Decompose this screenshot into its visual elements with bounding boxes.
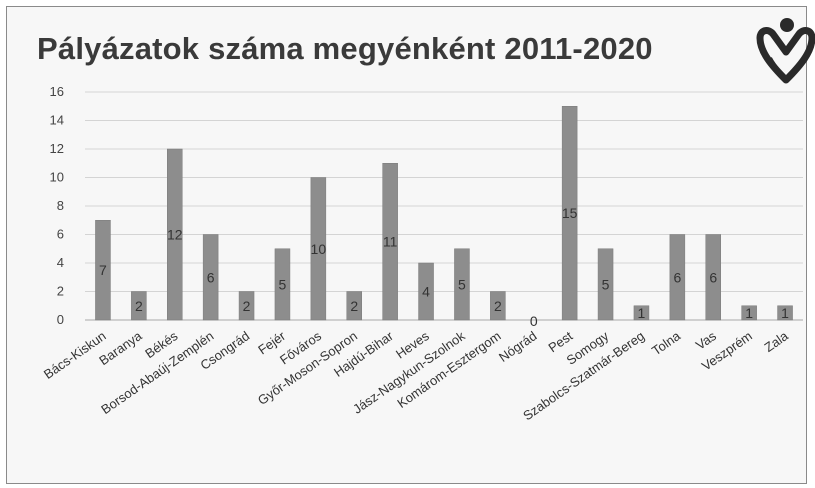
bar xyxy=(310,177,327,321)
data-label: 15 xyxy=(562,205,578,221)
data-label: 5 xyxy=(602,276,610,292)
data-label: 7 xyxy=(99,262,107,278)
category-label: Zala xyxy=(761,328,791,355)
grid-lines xyxy=(85,91,803,321)
data-label: 1 xyxy=(745,305,753,321)
bar xyxy=(346,291,362,321)
y-tick-label: 6 xyxy=(57,227,64,242)
bar xyxy=(95,220,111,321)
y-tick-label: 2 xyxy=(57,284,64,299)
data-label: 2 xyxy=(135,298,143,314)
category-label: Nógrád xyxy=(496,328,540,365)
y-axis-ticks: 0 2 4 6 8 10 12 14 16 xyxy=(50,84,64,327)
data-label: 10 xyxy=(311,241,327,257)
bar xyxy=(597,248,614,321)
data-label: 0 xyxy=(530,313,538,329)
bar xyxy=(561,106,578,321)
y-tick-label: 16 xyxy=(50,84,64,99)
chart-title: Pályázatok száma megyénként 2011-2020 xyxy=(37,31,653,66)
data-label: 6 xyxy=(709,269,717,285)
data-label: 4 xyxy=(422,284,430,300)
data-label: 2 xyxy=(494,298,502,314)
bar xyxy=(382,163,398,321)
data-label: 6 xyxy=(207,269,215,285)
bar xyxy=(418,262,434,321)
data-label: 2 xyxy=(243,298,251,314)
category-label: Tolna xyxy=(649,328,684,359)
bar xyxy=(777,305,793,321)
data-label: 2 xyxy=(350,298,358,314)
category-labels: Bács-KiskunBaranyaBékésBorsod-Abaúj-Zemp… xyxy=(41,328,792,424)
bar xyxy=(202,234,219,321)
y-tick-label: 12 xyxy=(50,141,64,156)
bar xyxy=(633,305,650,321)
data-label: 12 xyxy=(167,227,183,243)
data-label: 1 xyxy=(781,305,789,321)
data-label: 5 xyxy=(458,276,466,292)
bar xyxy=(238,291,255,321)
bar xyxy=(741,305,757,321)
data-label: 6 xyxy=(673,269,681,285)
bar xyxy=(705,234,721,321)
data-label: 1 xyxy=(638,305,646,321)
heart-person-logo-icon xyxy=(756,18,815,84)
bar xyxy=(167,148,183,321)
y-tick-label: 0 xyxy=(57,312,64,327)
y-tick-label: 14 xyxy=(50,113,64,128)
y-tick-label: 10 xyxy=(50,170,64,185)
y-tick-label: 8 xyxy=(57,198,64,213)
bar xyxy=(454,248,470,321)
bars xyxy=(95,106,793,321)
y-tick-label: 4 xyxy=(57,255,64,270)
bar xyxy=(274,248,291,321)
data-label: 11 xyxy=(383,234,398,250)
bar xyxy=(131,291,147,321)
bar xyxy=(490,291,506,321)
data-label: 5 xyxy=(279,276,287,292)
bar xyxy=(669,234,686,321)
